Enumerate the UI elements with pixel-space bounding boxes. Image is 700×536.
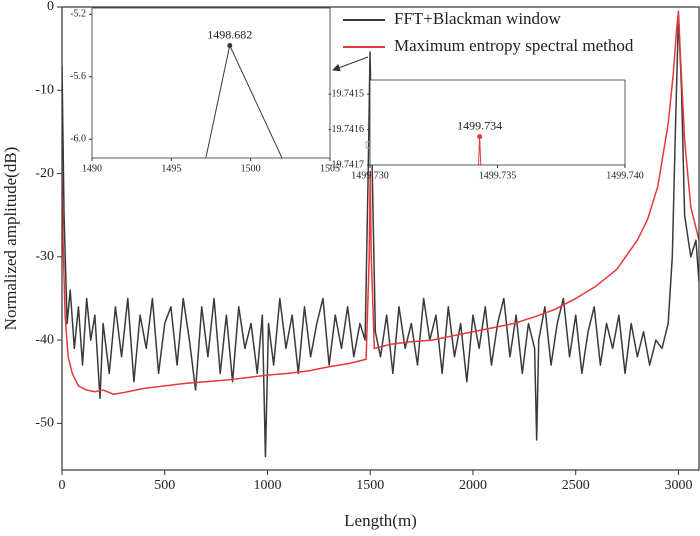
y-tick-label: -30 xyxy=(35,249,54,264)
plot-frame xyxy=(61,6,700,471)
y-axis-label: Normalized amplitude(dB) xyxy=(1,147,20,331)
y-tick-label: -50 xyxy=(35,416,54,431)
x-tick-label: 1490 xyxy=(82,163,102,174)
annotation: 1498.682 xyxy=(207,27,252,41)
y-tick-label: -19.7415 xyxy=(328,88,364,99)
y-tick-label: -19.7417 xyxy=(328,159,364,170)
y-tick-label: -40 xyxy=(35,332,54,347)
inset-background xyxy=(370,80,625,165)
arrow xyxy=(332,56,369,72)
x-axis-label: Length(m) xyxy=(344,511,417,530)
plot-frame xyxy=(91,7,331,159)
x-tick-label: 1505 xyxy=(320,163,340,174)
peak-marker xyxy=(227,43,233,48)
y-tick-label: -19.7416 xyxy=(328,124,364,135)
x-tick-label: 0 xyxy=(59,478,66,493)
series-line xyxy=(62,14,699,458)
x-tick-label: 500 xyxy=(154,478,175,493)
y-tick-label: -10 xyxy=(35,82,54,97)
y-tick-label: -5.2 xyxy=(70,9,86,20)
legend-label: FFT+Blackman window xyxy=(394,9,562,28)
y-tick-label: -5.6 xyxy=(70,71,86,82)
plot-area xyxy=(62,10,699,458)
x-tick-label: 1499.730 xyxy=(351,170,389,181)
series-line xyxy=(62,10,699,395)
x-tick-label: 1499.735 xyxy=(479,170,517,181)
x-tick-label: 2000 xyxy=(459,478,487,493)
y-tick-label: 0 xyxy=(47,0,54,14)
peak-marker xyxy=(477,134,483,140)
x-tick-label: 3000 xyxy=(664,478,692,493)
x-tick-label: 1500 xyxy=(241,163,261,174)
x-tick-label: 1000 xyxy=(253,478,281,493)
x-tick-label: 1499.740 xyxy=(606,170,644,181)
legend-label: Maximum entropy spectral method xyxy=(394,36,634,55)
annotation: 1499.734 xyxy=(457,118,502,132)
x-tick-label: 1495 xyxy=(161,163,181,174)
y-tick-label: -6.0 xyxy=(70,134,86,145)
x-tick-label: 2500 xyxy=(562,478,590,493)
x-tick-label: 1500 xyxy=(356,478,384,493)
y-tick-label: -20 xyxy=(35,166,54,181)
